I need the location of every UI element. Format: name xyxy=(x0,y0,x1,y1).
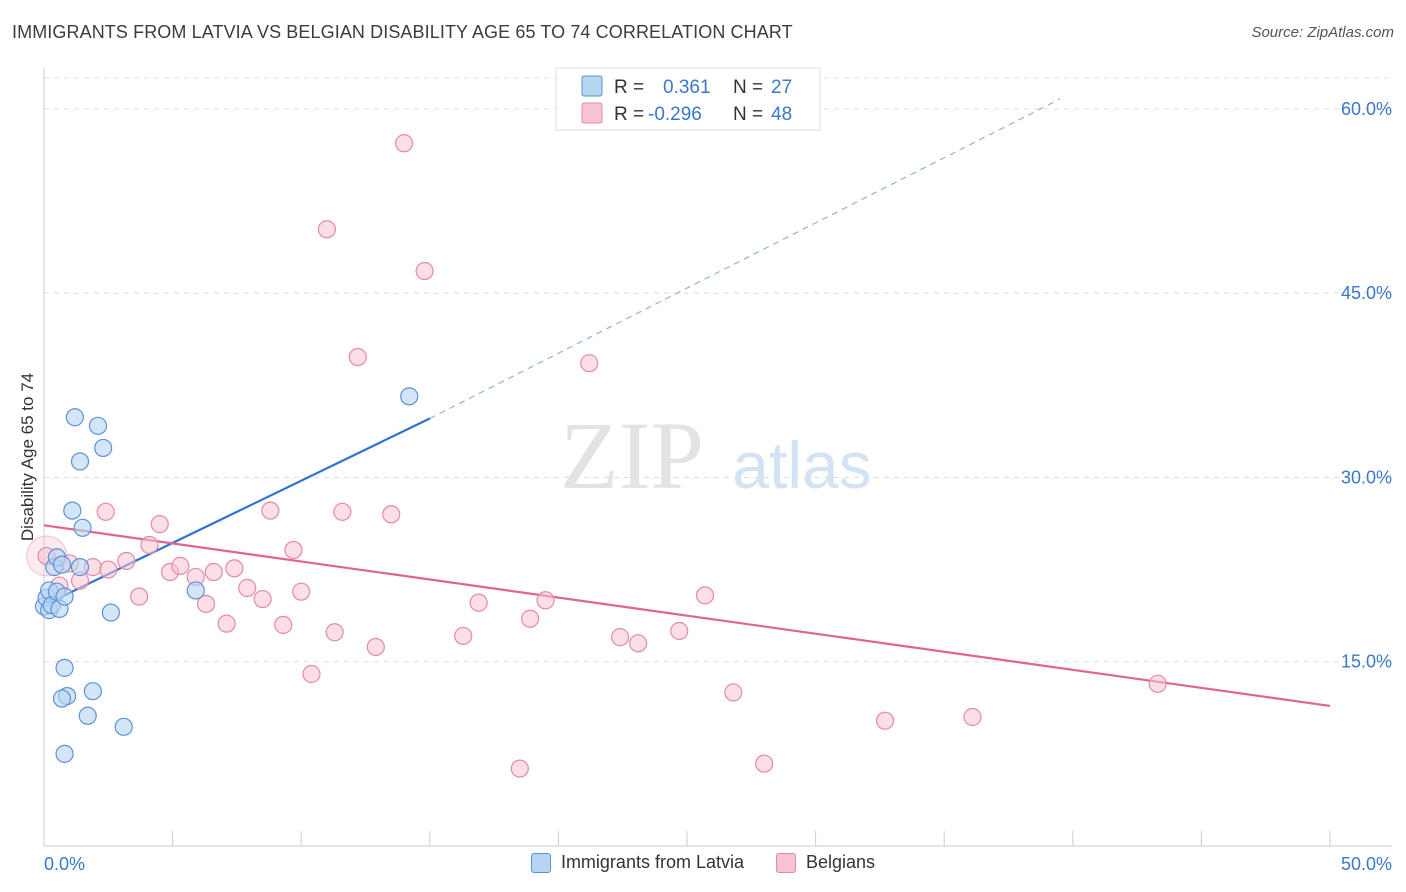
belgians-point xyxy=(317,220,337,239)
stats-n-label-latvia: N = xyxy=(733,77,763,98)
belgians-point xyxy=(292,582,311,601)
belgians-point xyxy=(1148,674,1167,693)
legend-item-latvia[interactable]: Immigrants from Latvia xyxy=(530,852,744,873)
latvia-point xyxy=(70,452,90,471)
latvia-point xyxy=(70,558,90,577)
belgians-point xyxy=(99,560,118,579)
latvia-point xyxy=(73,518,92,537)
latvia-point xyxy=(63,501,82,520)
belgians-point xyxy=(96,502,115,521)
legend-swatch-belgians xyxy=(776,852,796,873)
belgians-point xyxy=(196,594,216,614)
belgians-point xyxy=(325,623,344,642)
belgians-point xyxy=(724,683,743,702)
belgians-point xyxy=(454,626,473,646)
belgians-point xyxy=(130,587,149,606)
belgians-point xyxy=(469,593,488,612)
belgians-point xyxy=(670,621,689,641)
watermark-zip: ZIP xyxy=(560,402,704,509)
belgians-point xyxy=(171,556,190,575)
y-tick-label: 30.0% xyxy=(1341,467,1392,487)
latvia-point xyxy=(400,387,419,406)
x-tick-label-min: 0.0% xyxy=(44,854,85,874)
grid-lines xyxy=(44,77,1392,663)
y-tick-label: 15.0% xyxy=(1341,652,1392,672)
y-axis-label: Disability Age 65 to 74 xyxy=(18,373,37,541)
stats-n-value-latvia: 27 xyxy=(771,77,792,98)
latvia-point xyxy=(55,587,74,606)
latvia-point xyxy=(88,416,108,435)
source-label: Source: ZipAtlas.com xyxy=(1251,24,1394,41)
latvia-point xyxy=(186,581,205,600)
stats-legend: R = 0.361 N = 27 R = -0.296 N = 48 xyxy=(555,67,821,131)
stats-legend-swatch-latvia xyxy=(581,75,603,97)
belgians-point xyxy=(302,664,321,684)
stats-r-value-belgians: -0.296 xyxy=(648,104,702,125)
belgians-point xyxy=(521,609,540,628)
belgians-point xyxy=(415,261,434,281)
belgians-point xyxy=(217,614,236,633)
x-tick-label-max: 50.0% xyxy=(1341,854,1392,874)
belgians-point xyxy=(225,559,244,578)
latvia-point xyxy=(55,658,74,677)
stats-r-value-latvia: 0.361 xyxy=(663,77,711,98)
stats-n-label-belgians: N = xyxy=(733,104,763,125)
belgians-point xyxy=(382,505,401,524)
belgians-point xyxy=(204,562,223,582)
belgians-point xyxy=(394,134,414,153)
latvia-point xyxy=(65,408,84,427)
stats-legend-swatch-belgians xyxy=(581,102,603,124)
y-tick-label: 45.0% xyxy=(1341,283,1392,303)
chart-title: IMMIGRANTS FROM LATVIA VS BELGIAN DISABI… xyxy=(12,22,793,42)
latvia-point xyxy=(78,706,97,725)
legend-swatch-latvia xyxy=(530,852,551,873)
latvia-point xyxy=(83,682,102,701)
legend-label-belgians: Belgians xyxy=(806,852,876,872)
trend-line-latvia-extension xyxy=(429,98,1061,419)
latvia-point xyxy=(114,717,133,736)
trend-line-belgians xyxy=(43,524,1331,708)
belgians-point xyxy=(333,502,352,521)
belgians-point xyxy=(963,707,982,727)
axes xyxy=(43,68,1392,847)
belgians-point xyxy=(695,586,715,605)
belgians-point xyxy=(629,634,648,653)
stats-n-value-belgians: 48 xyxy=(771,104,792,125)
belgians-point xyxy=(150,515,169,534)
belgians-point xyxy=(348,347,367,367)
belgians-point xyxy=(140,535,159,555)
latvia-point xyxy=(94,438,113,458)
belgians-point xyxy=(238,578,257,598)
belgians-point xyxy=(366,637,385,657)
stats-r-label-belgians: R = xyxy=(614,104,644,125)
belgians-point xyxy=(284,540,303,560)
watermark: ZIP atlas xyxy=(560,402,872,509)
belgians-point xyxy=(253,589,272,609)
belgians-point xyxy=(580,354,599,373)
belgians-point xyxy=(274,615,293,634)
tick-labels: 0.0% 50.0% 15.0% 30.0% 45.0% 60.0% xyxy=(44,99,1392,874)
belgians-point xyxy=(117,551,136,571)
belgians-point xyxy=(755,754,774,773)
latvia-point xyxy=(52,555,72,574)
latvia-point xyxy=(52,689,72,708)
belgians-point xyxy=(611,628,630,647)
y-tick-label: 60.0% xyxy=(1341,99,1392,119)
stats-r-label-latvia: R = xyxy=(614,77,644,98)
belgians-point xyxy=(261,501,280,520)
belgians-point xyxy=(510,759,529,778)
belgians-point xyxy=(875,711,895,730)
legend-item-belgians[interactable]: Belgians xyxy=(776,852,875,873)
latvia-point xyxy=(101,603,120,622)
watermark-atlas: atlas xyxy=(732,428,871,502)
series-legend: Immigrants from Latvia Belgians xyxy=(0,852,1406,873)
legend-label-latvia: Immigrants from Latvia xyxy=(560,852,744,872)
latvia-point xyxy=(55,744,74,763)
belgians-point xyxy=(536,591,555,610)
data-points xyxy=(26,134,1167,778)
